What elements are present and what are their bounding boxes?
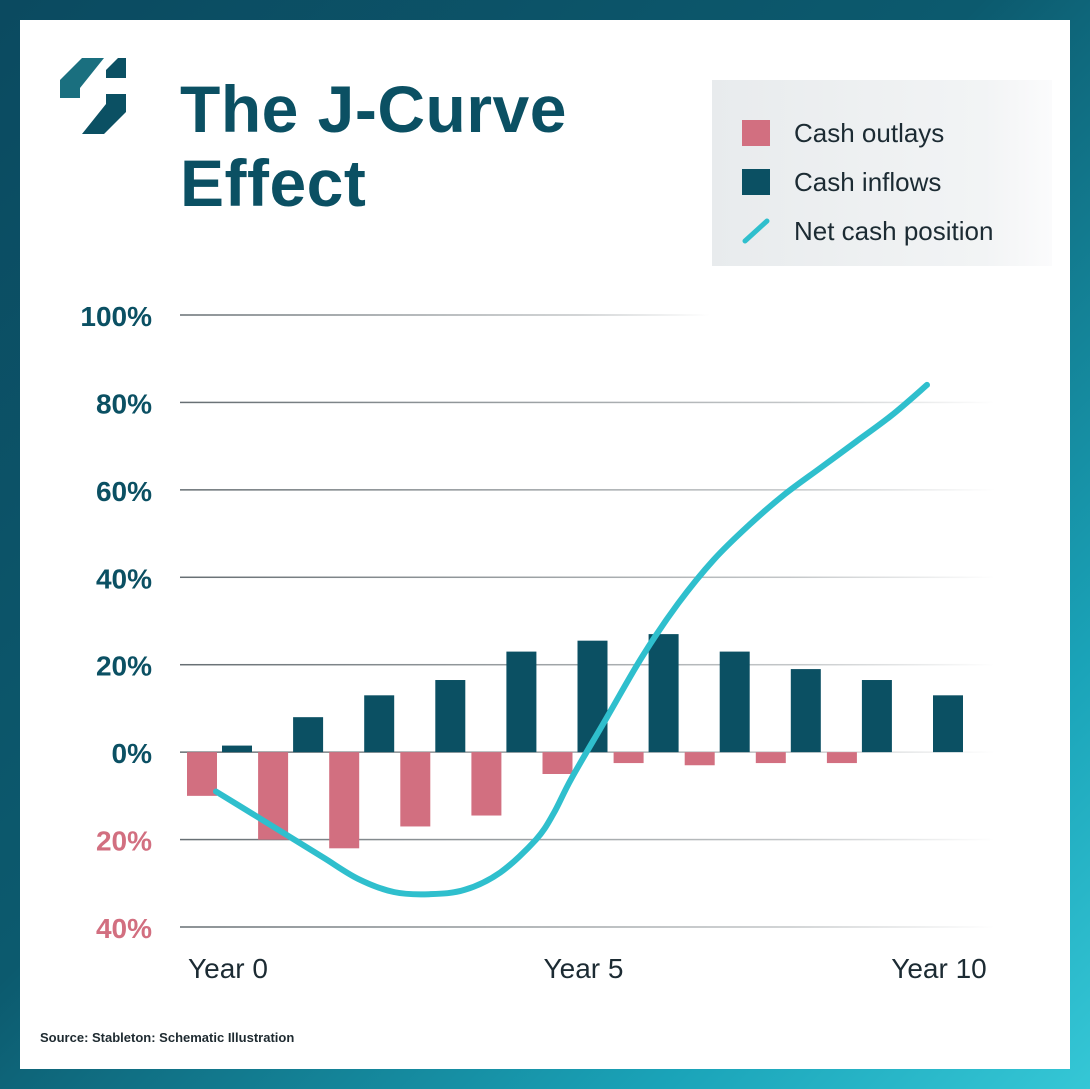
cash-outlay-bar-5 [542, 752, 573, 774]
legend-item-net-cash-position: Net cash position [742, 215, 993, 247]
line-layer [213, 381, 930, 898]
gridline-1 [180, 401, 995, 404]
grid-layer [180, 314, 995, 928]
net-cash-position-line [213, 381, 930, 898]
cash-outlay-bar-7 [684, 752, 715, 766]
x-axis-ticks: Year 0 Year 5 Year 10 [188, 953, 987, 984]
title-line-1: The J-Curve [180, 72, 567, 146]
legend-label-cash-inflows: Cash inflows [794, 166, 942, 197]
bar-layer [187, 634, 963, 849]
gridline-3 [180, 576, 995, 579]
y-tick-label-2: 60% [96, 476, 152, 507]
y-tick-label-4: 20% [96, 651, 152, 682]
stableton-logo-icon [60, 58, 126, 134]
cash-outlay-bar-4 [471, 752, 502, 816]
cash-outlay-bar-9 [826, 752, 857, 764]
legend-label-cash-outlays: Cash outlays [794, 117, 945, 148]
page-title: The J-Curve Effect [180, 72, 567, 220]
gridline-2 [180, 489, 995, 491]
cash-outlay-bar-2 [329, 752, 360, 849]
x-tick-label-year-0: Year 0 [188, 953, 268, 984]
y-tick-label-0: 100% [80, 301, 152, 332]
legend-label-net-cash-position: Net cash position [794, 215, 994, 246]
gridline-6 [180, 838, 995, 841]
x-tick-label-year-5: Year 5 [544, 953, 624, 984]
legend-item-cash-outlays: Cash outlays [742, 117, 944, 149]
net-cash-line-icon [742, 218, 770, 244]
cash-inflow-bar-10 [933, 695, 963, 753]
j-curve-chart: 100%80%60%40%20%0%20%40% Year 0 Year 5 Yea… [80, 301, 995, 984]
cash-inflow-bar-9 [861, 680, 892, 753]
cash-outlay-bar-6 [613, 752, 644, 764]
cash-inflow-bar-8 [790, 669, 821, 753]
title-line-2: Effect [180, 146, 367, 220]
cash-inflow-bar-0 [222, 745, 252, 753]
cash-inflow-bar-1 [293, 717, 324, 753]
cash-outlay-bar-8 [755, 752, 786, 764]
cash-inflow-bar-7 [719, 651, 750, 753]
cash-outlays-swatch-icon [742, 120, 770, 146]
cash-outlay-bar-0 [187, 752, 217, 796]
chart-card: The J-Curve Effect Cash outlays Cash inf… [20, 20, 1070, 1069]
cash-inflow-bar-5 [577, 640, 608, 753]
y-tick-label-1: 80% [96, 388, 152, 419]
y-tick-label-7: 40% [96, 913, 152, 944]
y-tick-label-3: 40% [96, 563, 152, 594]
gridline-0 [180, 314, 710, 316]
cash-inflow-bar-2 [364, 695, 395, 753]
cash-inflows-swatch-icon [742, 169, 770, 195]
cash-inflow-bar-6 [648, 634, 679, 753]
y-tick-label-6: 20% [96, 826, 152, 857]
cash-outlay-bar-3 [400, 752, 431, 827]
y-tick-label-5: 0% [112, 738, 153, 769]
gridline-7 [180, 926, 995, 928]
source-note: Source: Stableton: Schematic Illustratio… [40, 1030, 295, 1045]
legend-item-cash-inflows: Cash inflows [742, 166, 941, 198]
y-axis-ticks: 100% 80% 60% 40% 20% 0% 20% 40% [80, 301, 152, 944]
cash-inflow-bar-3 [435, 680, 466, 753]
chart-legend: Cash outlays Cash inflows Net cash posit… [712, 80, 1052, 266]
cash-inflow-bar-4 [506, 651, 537, 753]
x-tick-label-year-10: Year 10 [891, 953, 987, 984]
